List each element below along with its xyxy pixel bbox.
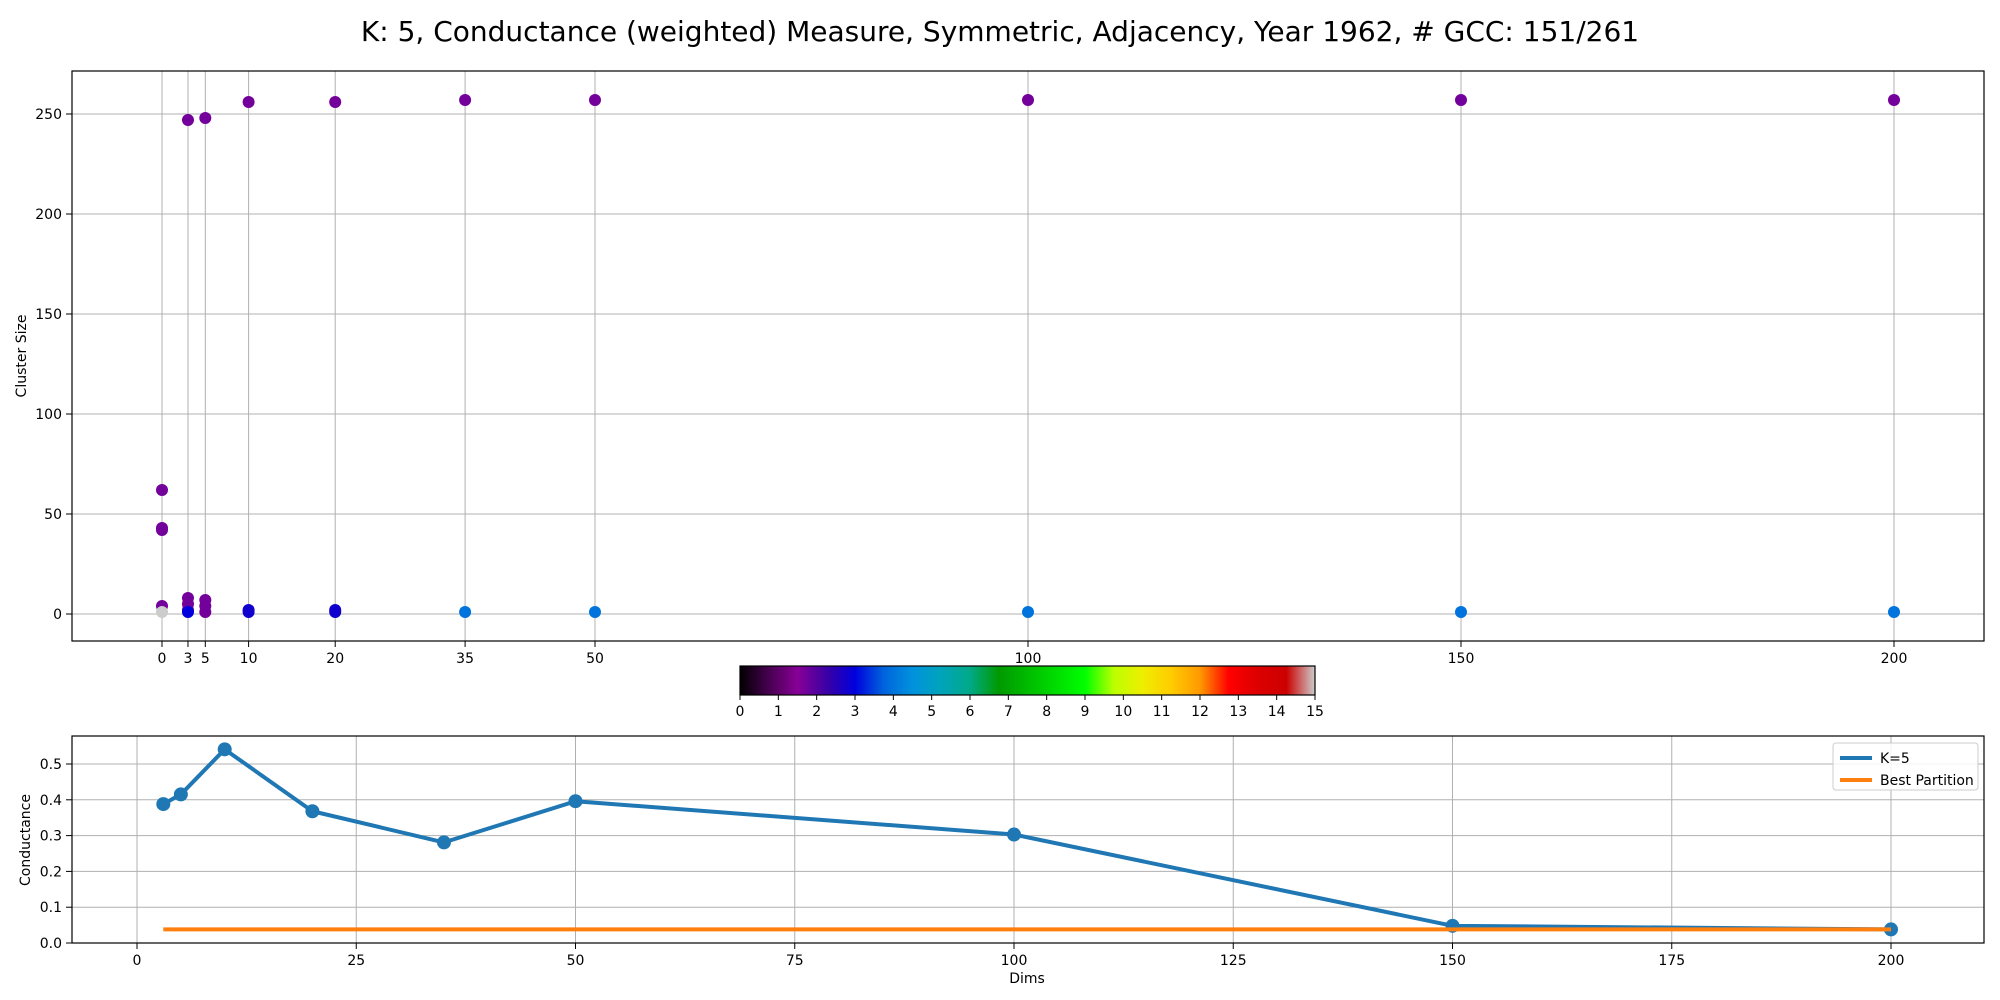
- colorbar-tick-label: 8: [1042, 704, 1051, 720]
- colorbar-tick-label: 12: [1191, 704, 1209, 720]
- line-x-tick-label: 150: [1439, 953, 1466, 969]
- scatter-point: [1022, 94, 1034, 106]
- line-x-axis-label: Dims: [1009, 971, 1045, 987]
- scatter-point: [589, 94, 601, 106]
- colorbar-tick-label: 0: [736, 704, 745, 720]
- scatter-y-tick-label: 150: [35, 307, 62, 323]
- line-x-tick-label: 0: [133, 953, 142, 969]
- figure-title: K: 5, Conductance (weighted) Measure, Sy…: [361, 15, 1639, 48]
- scatter-point: [459, 606, 472, 618]
- scatter-point: [181, 606, 194, 618]
- line-axes: 0 25 50 75 100 125 150 175 200 0.0 0.1 0.2 0.3 0.4 0.5…: [18, 735, 1985, 987]
- line-series: [156, 742, 1898, 937]
- scatter-y-tick-label: 200: [35, 207, 62, 223]
- line-x-tick-label: 200: [1878, 953, 1905, 969]
- k5-series-line: [162, 747, 1892, 932]
- colorbar-ticks: 0 1 2 3 4 5 6 7 8 9 10 11 12 13 14 15: [736, 695, 1324, 720]
- colorbar-tick-label: 2: [812, 704, 821, 720]
- line-x-tick-label: 50: [567, 953, 585, 969]
- scatter-ticks: 0 3 5 10 20 35 50 100 150 200 0 50 100 150 200 250: [35, 107, 1907, 667]
- line-x-tick-label: 125: [1220, 953, 1247, 969]
- scatter-y-axis-label: Cluster Size: [14, 315, 30, 398]
- scatter-y-tick-label: 250: [35, 107, 62, 123]
- scatter-point: [459, 94, 472, 106]
- scatter-x-tick-label: 150: [1448, 651, 1475, 667]
- scatter-point: [1455, 94, 1467, 106]
- scatter-point: [1022, 606, 1034, 618]
- line-y-tick-label: 0.2: [40, 864, 62, 880]
- scatter-axes: 0 3 5 10 20 35 50 100 150 200 0 50 100 150 200 250 Clus…: [14, 70, 1985, 667]
- colorbar-tick-label: 11: [1153, 704, 1171, 720]
- scatter-x-tick-label: 0: [158, 651, 167, 667]
- scatter-x-tick-label: 20: [326, 651, 344, 667]
- k5-series-point: [156, 797, 171, 812]
- scatter-point: [156, 484, 168, 496]
- colorbar-tick-label: 4: [889, 704, 898, 720]
- scatter-point: [242, 606, 255, 618]
- scatter-y-tick-label: 50: [44, 507, 62, 523]
- colorbar-tick-label: 9: [1081, 704, 1090, 720]
- legend-label: Best Partition: [1880, 773, 1974, 789]
- line-y-tick-label: 0.3: [40, 829, 62, 845]
- k5-series-point: [217, 742, 232, 757]
- line-y-tick-label: 0.4: [40, 793, 62, 809]
- scatter-point: [156, 606, 168, 618]
- line-x-tick-label: 75: [786, 953, 804, 969]
- line-x-tick-label: 175: [1658, 953, 1685, 969]
- scatter-x-tick-label: 3: [184, 651, 193, 667]
- line-y-axis-label: Conductance: [18, 794, 34, 886]
- scatter-x-tick-label: 200: [1881, 651, 1908, 667]
- scatter-points: [156, 94, 1900, 618]
- line-y-tick-label: 0.0: [40, 936, 62, 952]
- scatter-x-tick-label: 35: [456, 651, 474, 667]
- line-y-tick-label: 0.5: [40, 757, 62, 773]
- scatter-point: [242, 96, 255, 108]
- line-frame: [71, 735, 1985, 944]
- colorbar-tick-label: 14: [1268, 704, 1286, 720]
- colorbar-tick-label: 5: [927, 704, 936, 720]
- line-grid: [72, 736, 1984, 944]
- line-ticks: 0 25 50 75 100 125 150 175 200 0.0 0.1 0.2 0.3 0.4 0.5: [40, 757, 1905, 969]
- scatter-point: [199, 606, 212, 618]
- scatter-point: [329, 96, 342, 108]
- k5-series-point: [305, 804, 320, 819]
- scatter-grid: [72, 71, 1984, 641]
- scatter-x-tick-label: 5: [201, 651, 210, 667]
- line-x-tick-label: 100: [1001, 953, 1028, 969]
- colorbar: 0 1 2 3 4 5 6 7 8 9 10 11 12 13 14 15: [736, 665, 1324, 720]
- scatter-x-tick-label: 100: [1015, 651, 1042, 667]
- k5-series-point: [436, 835, 451, 850]
- scatter-point: [156, 524, 168, 536]
- colorbar-tick-label: 3: [851, 704, 860, 720]
- scatter-point: [1888, 606, 1900, 618]
- line-y-tick-label: 0.1: [40, 900, 62, 916]
- colorbar-tick-label: 7: [1004, 704, 1013, 720]
- scatter-point: [1888, 94, 1900, 106]
- colorbar-tick-label: 15: [1306, 704, 1324, 720]
- colorbar-tick-label: 13: [1229, 704, 1247, 720]
- scatter-x-tick-label: 10: [240, 651, 258, 667]
- scatter-point: [1455, 606, 1467, 618]
- scatter-point: [199, 112, 212, 124]
- colorbar-tick-label: 1: [774, 704, 783, 720]
- colorbar-tick-label: 6: [966, 704, 975, 720]
- scatter-x-tick-label: 50: [586, 651, 604, 667]
- colorbar-frame: [739, 665, 1316, 696]
- legend-label: K=5: [1880, 751, 1910, 767]
- k5-series-point: [1007, 827, 1021, 842]
- scatter-point: [329, 606, 342, 618]
- k5-series-point: [173, 787, 188, 802]
- scatter-point: [181, 114, 194, 126]
- colorbar-gradient: [740, 666, 1315, 695]
- scatter-point: [589, 606, 601, 618]
- colorbar-tick-label: 10: [1114, 704, 1132, 720]
- k5-series-point: [568, 794, 583, 809]
- scatter-y-tick-label: 0: [53, 607, 62, 623]
- legend: K=5 Best Partition: [1832, 742, 1979, 791]
- scatter-y-tick-label: 100: [35, 407, 62, 423]
- line-x-tick-label: 25: [347, 953, 365, 969]
